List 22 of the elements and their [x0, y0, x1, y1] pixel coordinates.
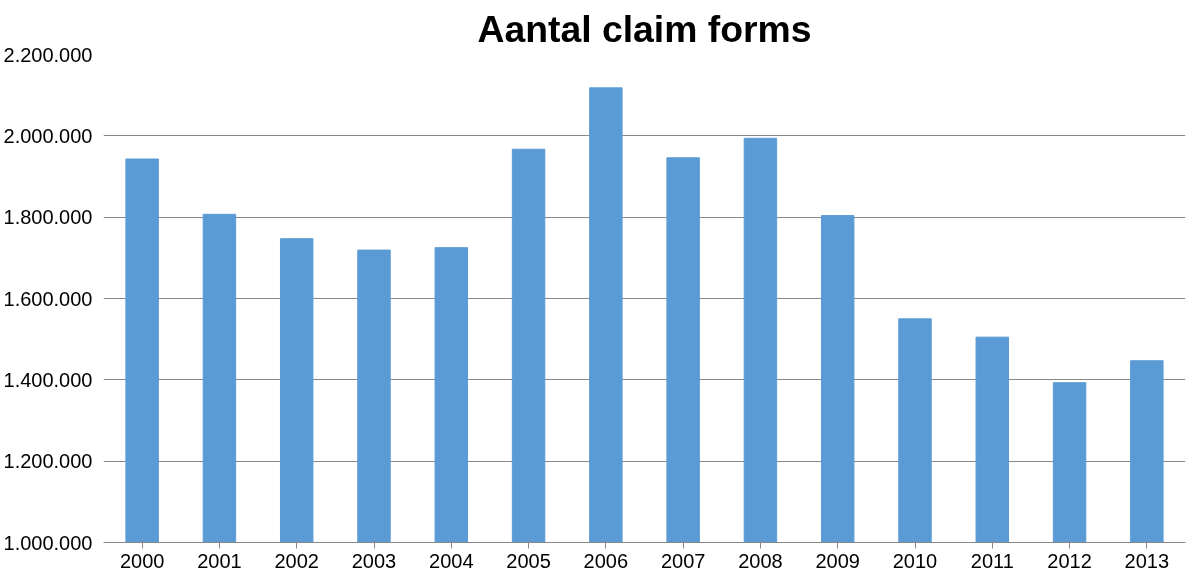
x-tick-label: 2002 [274, 549, 319, 572]
chart-title: Aantal claim forms [477, 7, 812, 50]
y-tick-label: 2.200.000 [3, 43, 93, 66]
y-tick-label: 1.600.000 [3, 287, 93, 310]
y-tick-label: 1.200.000 [3, 450, 93, 473]
x-tick-label: 2006 [583, 549, 629, 572]
x-tick-label: 2007 [660, 549, 706, 572]
x-tick-label: 2001 [197, 549, 242, 572]
x-tick-label: 2005 [506, 549, 551, 572]
x-tick-label: 2013 [1124, 549, 1170, 572]
x-tick-label: 2009 [815, 549, 860, 572]
x-tick-label: 2012 [1047, 549, 1092, 572]
y-tick-label: 2.000.000 [3, 124, 93, 147]
x-tick-label: 2003 [351, 549, 397, 572]
x-tick-label: 2008 [738, 549, 783, 572]
y-tick-label: 1.000.000 [3, 531, 93, 554]
y-tick-label: 1.800.000 [3, 206, 93, 229]
x-tick-label: 2000 [119, 549, 165, 572]
x-tick-label: 2004 [429, 549, 474, 572]
y-tick-label: 1.400.000 [3, 368, 93, 391]
x-tick-label: 2011 [970, 549, 1014, 572]
x-tick-label: 2010 [892, 549, 938, 572]
